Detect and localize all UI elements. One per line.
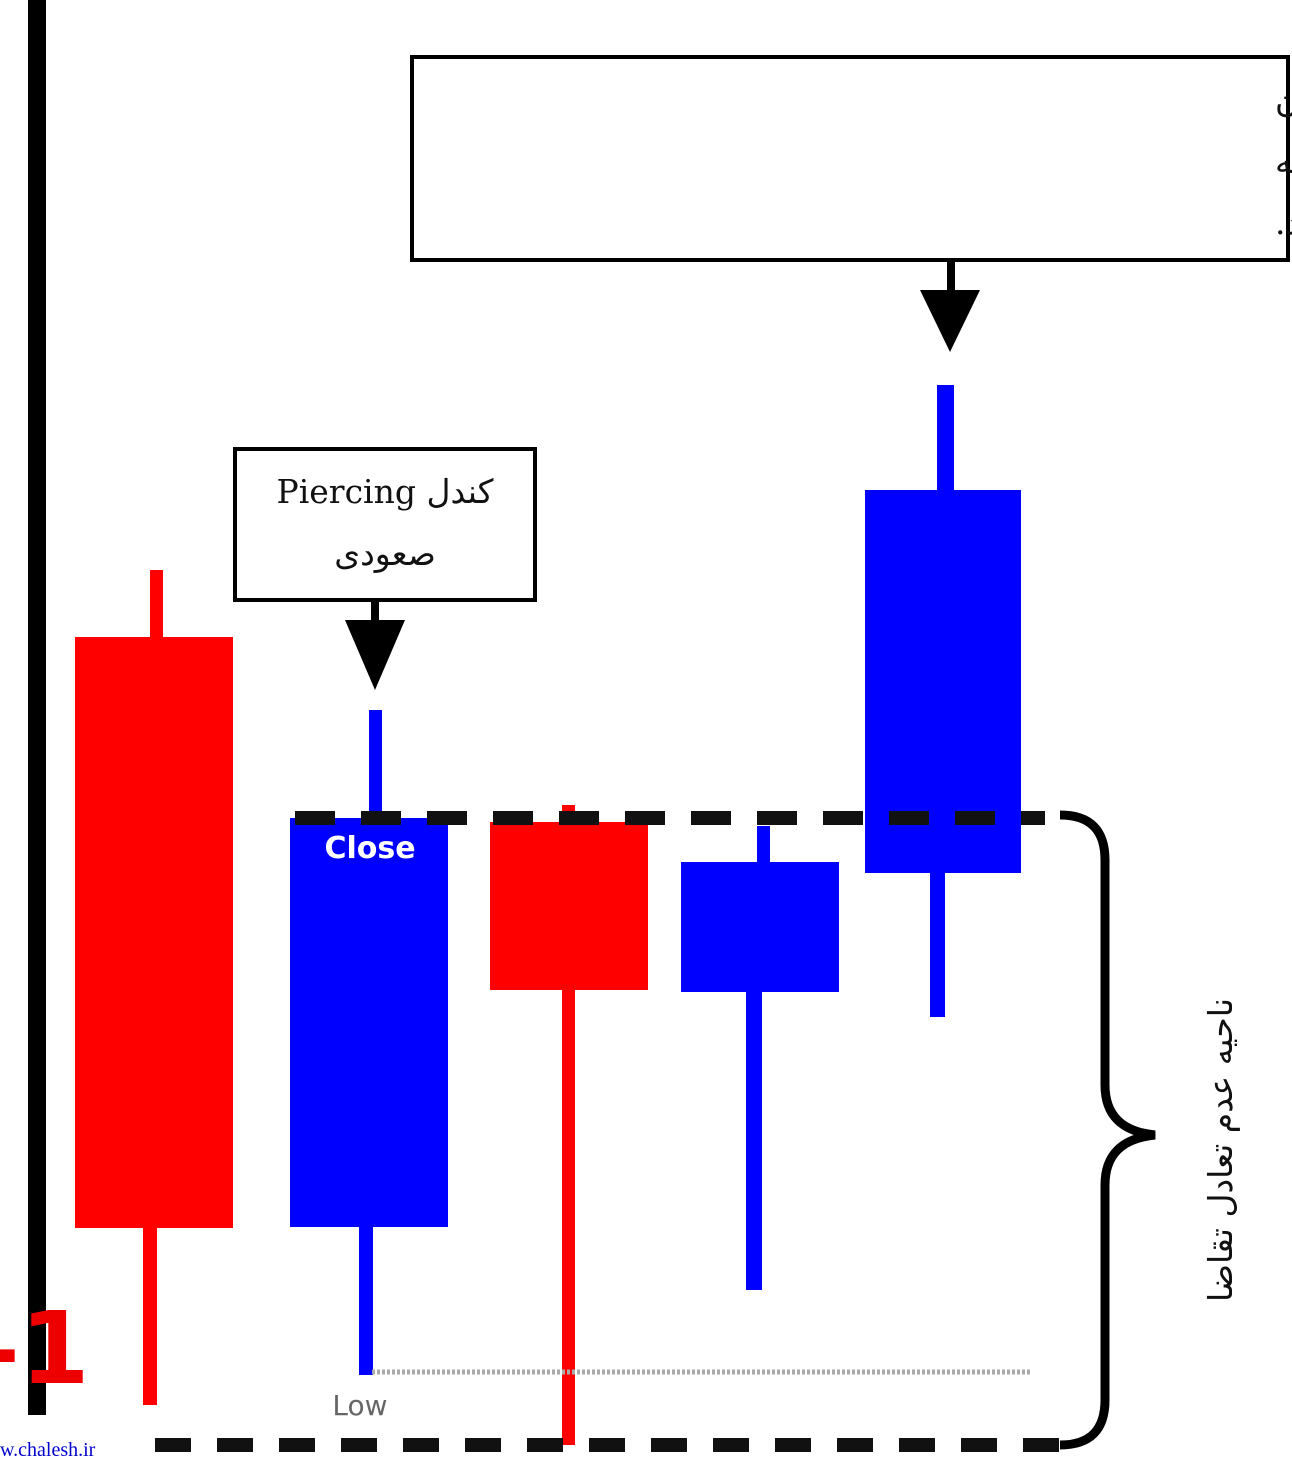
candle-body — [865, 490, 1021, 873]
left-bar — [28, 0, 46, 1415]
candle-body — [681, 862, 839, 992]
annotation-line: خارج از محدوده ی کندل Piercing صعودی قرا… — [1275, 142, 1292, 182]
candle-body — [290, 818, 448, 1227]
arrow-head — [345, 620, 405, 690]
candle-body — [75, 637, 233, 1228]
wick — [746, 990, 762, 1290]
figure-number: –1 — [0, 1290, 90, 1407]
brace — [1059, 810, 1156, 1450]
wick — [359, 1225, 373, 1375]
arrow-head — [920, 290, 980, 352]
annotation-line: اتمام محدوده ی بیس را مشخص می کند. — [1275, 203, 1292, 243]
wick — [757, 826, 770, 866]
arrow-shaft — [371, 600, 379, 625]
wick — [150, 570, 163, 640]
annotation-line: کندل Piercing — [277, 472, 494, 511]
annotation-line: اولین کندل از سمت راست که Open یا Close … — [1275, 81, 1292, 121]
candle-body — [490, 822, 648, 990]
wick — [369, 710, 382, 820]
annotation-box — [410, 55, 1290, 262]
wick — [937, 385, 954, 493]
site-link: w.chalesh.ir — [0, 1439, 96, 1458]
annotation-line: صعودی — [334, 534, 436, 574]
wick — [930, 870, 945, 1017]
zone-label: ناحیه عدم تعادل تقاضا — [1201, 998, 1240, 1302]
wick — [143, 1225, 157, 1405]
arrow-shaft — [947, 260, 955, 295]
annotation-box — [233, 447, 537, 602]
low-label: Low — [332, 1389, 387, 1422]
close-label: Close — [324, 831, 415, 866]
